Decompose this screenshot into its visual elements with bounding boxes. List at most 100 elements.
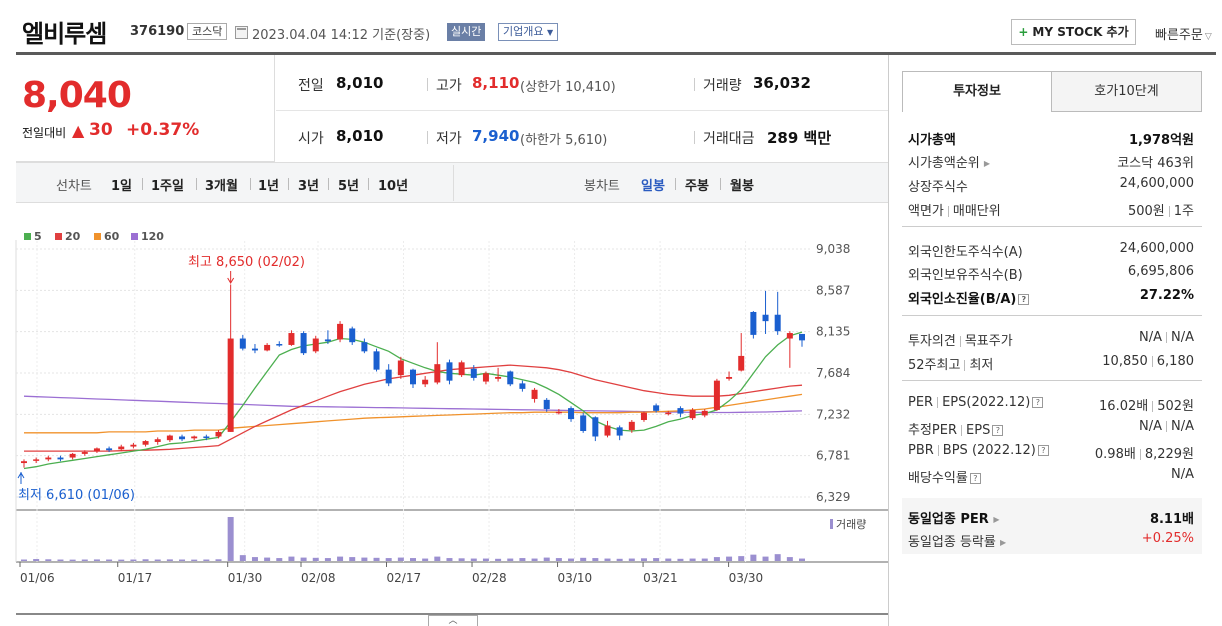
period-5y[interactable]: 5년 xyxy=(338,179,360,194)
section-divider xyxy=(902,315,1202,316)
help-icon[interactable]: ? xyxy=(1018,294,1030,305)
market-badge: 코스닥 xyxy=(187,23,228,40)
candle-body xyxy=(543,399,550,410)
volume-bar xyxy=(470,558,477,561)
low-annotation: 최저 6,610 (01/06) xyxy=(18,488,135,503)
price-chart[interactable]: 9,038 8,587 8,135 7,684 7,232 6,781 6,329 01/06… xyxy=(0,0,888,626)
volume-bar xyxy=(227,517,234,561)
candle-body xyxy=(312,338,319,352)
candle-body xyxy=(33,459,40,461)
help-icon[interactable]: ? xyxy=(969,473,981,484)
period-10y[interactable]: 10년 xyxy=(378,179,409,194)
candle-body xyxy=(21,461,27,464)
sector-box xyxy=(902,498,1202,554)
est-per-label: 추정PER EPS? xyxy=(908,419,1004,438)
high-annotation: 최고 8,650 (02/02) xyxy=(188,255,305,270)
period-1d[interactable]: 1일 xyxy=(111,179,133,194)
candle-body xyxy=(653,405,660,411)
y-tick-label: 8,587 xyxy=(816,283,850,297)
candle-body xyxy=(130,444,137,447)
candle-body xyxy=(215,431,222,437)
period-3m[interactable]: 3개월 xyxy=(205,179,238,194)
candle-body xyxy=(93,448,100,452)
candle-body xyxy=(458,362,465,376)
help-icon[interactable]: ? xyxy=(992,425,1004,436)
market-cap-rank-label[interactable]: 시가총액순위 ▶ xyxy=(908,156,991,171)
volume-legend-label: 거래량 xyxy=(836,518,866,531)
candle-daily[interactable]: 일봉 xyxy=(641,179,665,194)
price-change-pct: +0.37% xyxy=(126,120,200,140)
add-mystock-button[interactable]: + MY STOCK 추가 xyxy=(1011,19,1136,45)
tab-orderbook[interactable]: 호가10단계 xyxy=(1051,71,1202,112)
trade-value: 289 백만 xyxy=(767,129,832,147)
caret-right-icon: ▶ xyxy=(983,159,991,168)
period-bar-divider xyxy=(453,165,454,201)
quick-order-button[interactable]: 빠른주문 ▽ xyxy=(1155,28,1212,43)
volume-bar xyxy=(21,559,27,561)
help-icon[interactable]: ? xyxy=(1037,445,1049,456)
volume-bar xyxy=(142,559,149,561)
legend-swatch xyxy=(94,233,101,240)
foreign-limit-value: 24,600,000 xyxy=(1119,241,1194,256)
volume-bar xyxy=(215,559,222,561)
section-divider xyxy=(902,226,1202,227)
volume-bar xyxy=(689,558,696,561)
sector-change-label[interactable]: 동일업종 등락률 ▶ xyxy=(908,535,1007,550)
volume-bar xyxy=(616,558,623,561)
volume-legend-swatch xyxy=(830,519,833,529)
high-label: 고가 xyxy=(436,78,462,94)
high-arrow-head xyxy=(227,277,235,284)
x-tick-label: 03/30 xyxy=(729,571,764,585)
volume-bar xyxy=(750,554,757,561)
volume-bar xyxy=(507,558,514,561)
est-per-value: N/A N/A xyxy=(1139,419,1194,434)
week52-label: 52주최고 최저 xyxy=(908,358,994,373)
divider xyxy=(427,131,428,144)
market-cap-value: 1,978억원 xyxy=(1128,133,1194,148)
candle-body xyxy=(519,383,526,389)
foreign-ratio-label: 외국인소진율(B/A)? xyxy=(908,288,1030,307)
candle-body xyxy=(191,436,198,439)
candle-body xyxy=(154,439,161,442)
company-name: 엘비루셈 xyxy=(22,20,107,48)
x-tick-label: 01/30 xyxy=(228,571,263,585)
volume-bar xyxy=(385,558,392,561)
legend-ma120: 120 xyxy=(141,230,164,243)
chart-collapse-handle[interactable]: ︿ xyxy=(428,615,478,626)
y-tick-label: 6,329 xyxy=(816,490,850,504)
upper-limit: (상한가 10,410) xyxy=(520,80,616,95)
candle-body xyxy=(300,333,307,354)
candle-monthly[interactable]: 월봉 xyxy=(730,179,754,194)
sector-per-label[interactable]: 동일업종 PER ▶ xyxy=(908,512,1000,527)
candle-weekly[interactable]: 주봉 xyxy=(685,179,709,194)
period-1y[interactable]: 1년 xyxy=(258,179,280,194)
period-1w[interactable]: 1주일 xyxy=(151,179,184,194)
volume-bar xyxy=(677,558,684,561)
candle-body xyxy=(640,412,647,421)
high-value: 8,110 xyxy=(472,74,520,92)
volume-bar xyxy=(361,557,368,561)
realtime-badge[interactable]: 실시간 xyxy=(447,23,486,41)
vs-prev-label: 전일대비 xyxy=(22,126,67,140)
divider xyxy=(427,78,428,91)
volume-bar xyxy=(738,556,745,561)
current-price: 8,040 xyxy=(22,75,132,116)
candle-body xyxy=(750,311,757,335)
pbr-bps-label: PBR BPS (2022.12)? xyxy=(908,443,1049,458)
chevron-down-icon: ▼ xyxy=(546,28,554,37)
tab-invest-info[interactable]: 투자정보 xyxy=(902,71,1052,112)
company-overview-dropdown[interactable]: 기업개요 ▼ xyxy=(498,23,559,41)
volume-bar xyxy=(33,559,40,561)
candle-body xyxy=(203,436,210,438)
period-3y[interactable]: 3년 xyxy=(298,179,320,194)
x-tick-label: 02/08 xyxy=(301,571,336,585)
help-icon[interactable]: ? xyxy=(1032,397,1044,408)
volume-bar xyxy=(555,558,562,561)
foreign-holdings-label: 외국인보유주식수(B) xyxy=(908,268,1023,283)
volume-bar xyxy=(592,558,599,561)
volume-bar xyxy=(653,558,660,561)
summary-divider xyxy=(16,162,888,163)
foreign-holdings-value: 6,695,806 xyxy=(1127,264,1194,279)
open-label: 시가 xyxy=(298,131,324,147)
volume-bar xyxy=(300,557,307,561)
